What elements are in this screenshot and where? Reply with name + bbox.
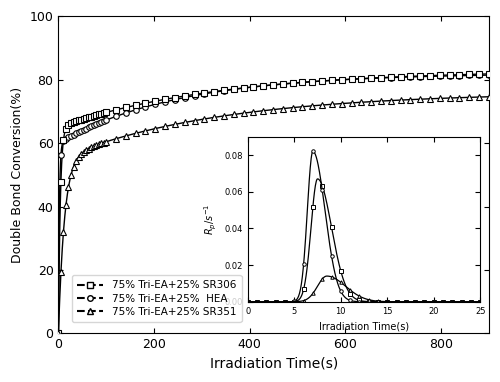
Legend: 75% Tri-EA+25% SR306, 75% Tri-EA+25%  HEA, 75% Tri-EA+25% SR351: 75% Tri-EA+25% SR306, 75% Tri-EA+25% HEA… xyxy=(72,275,241,322)
X-axis label: Irradiation Time(s): Irradiation Time(s) xyxy=(210,357,338,371)
Y-axis label: Double Bond Conversion(%): Double Bond Conversion(%) xyxy=(11,87,24,263)
